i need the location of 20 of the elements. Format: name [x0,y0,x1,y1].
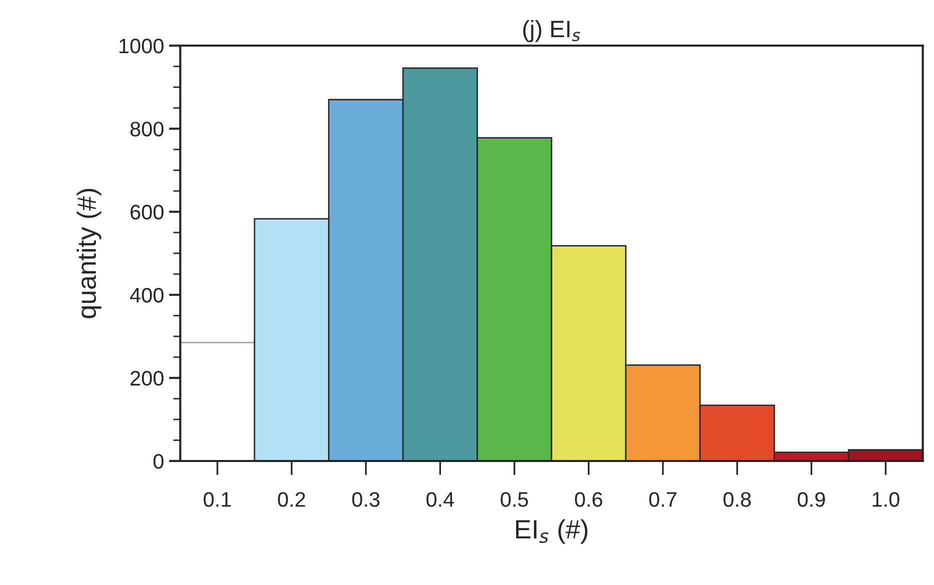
x-tick-label: 1.0 [872,492,900,507]
y-tick-label: 600 [130,204,164,220]
x-tick-label: 0.7 [649,492,676,507]
x-tick-label: 0.8 [723,492,751,507]
y-tick-label: 800 [130,122,164,136]
x-tick-label: 0.9 [798,492,825,507]
x-tick-label: 0.4 [426,492,454,507]
x-tick-label: 0.2 [278,492,306,507]
x-tick-label: 0.5 [500,492,528,507]
chart-title: (j) EI$_{s}$ [523,20,580,42]
y-tick-label: 1000 [120,38,164,54]
x-tick-label: 0.3 [352,492,380,507]
y-tick-label: 400 [130,288,164,303]
y-tick-label: 0 [154,454,164,469]
x-tick-label: 0.1 [204,492,231,507]
y-tick-label: 200 [130,370,164,386]
x-tick-label: 0.6 [574,492,602,507]
y-axis-title: quantity (#) [76,188,102,318]
x-axis-title: EI$_{s}$ (#) [516,519,588,544]
bar [180,342,256,461]
